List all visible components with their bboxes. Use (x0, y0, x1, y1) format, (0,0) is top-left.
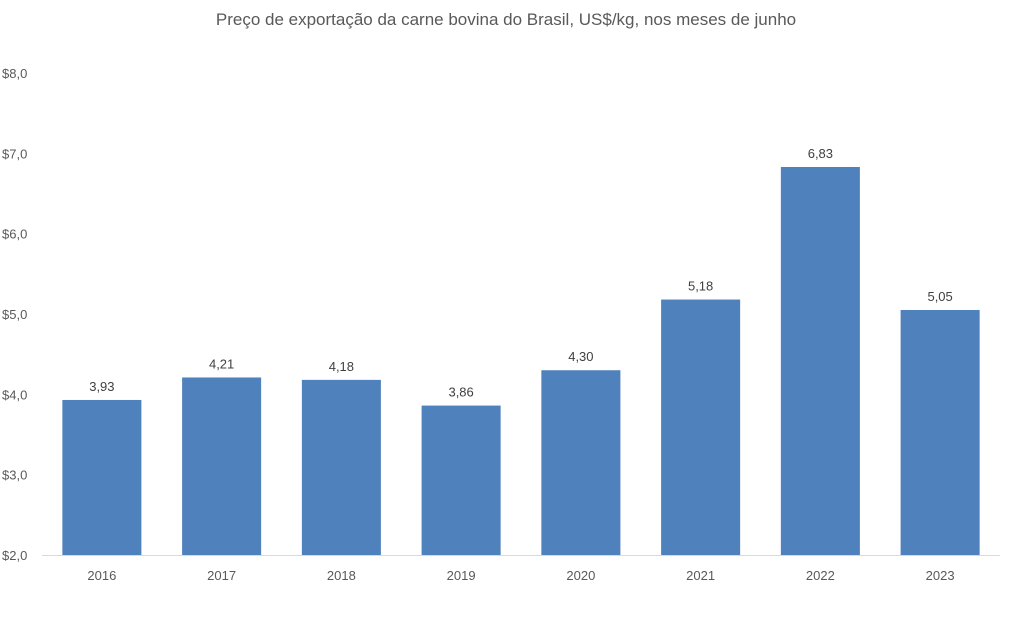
bar-2021 (661, 299, 741, 555)
x-tick-label-2016: 2016 (87, 568, 116, 583)
y-tick-label: $5,0 (2, 307, 27, 322)
data-label-2016: 3,93 (89, 379, 114, 394)
data-label-2019: 3,86 (448, 385, 473, 400)
bar-2016 (62, 399, 142, 555)
data-label-2018: 4,18 (329, 359, 354, 374)
bars (62, 166, 980, 556)
x-tick-label-2017: 2017 (207, 568, 236, 583)
bar-2020 (541, 370, 621, 555)
bar-2019 (421, 405, 501, 555)
data-label-2022: 6,83 (808, 146, 833, 161)
data-label-2020: 4,30 (568, 349, 593, 364)
y-tick-label: $3,0 (2, 468, 27, 483)
chart-title: Preço de exportação da carne bovina do B… (215, 10, 797, 29)
x-tick-label-2018: 2018 (327, 568, 356, 583)
data-label-2017: 4,21 (209, 356, 234, 371)
data-label-2021: 5,18 (688, 279, 713, 294)
bar-2017 (182, 377, 262, 555)
x-tick-label-2023: 2023 (926, 568, 955, 583)
x-tick-label-2022: 2022 (806, 568, 835, 583)
y-axis: $2,0 $3,0 $4,0 $5,0 $6,0 $7,0 $8,0 (2, 66, 27, 563)
y-tick-label: $7,0 (2, 146, 27, 161)
x-tick-label-2020: 2020 (566, 568, 595, 583)
x-tick-label-2019: 2019 (447, 568, 476, 583)
y-tick-label: $8,0 (2, 66, 27, 81)
data-label-2023: 5,05 (927, 289, 952, 304)
y-tick-label: $6,0 (2, 227, 27, 242)
y-tick-label: $2,0 (2, 548, 27, 563)
data-labels: 3,93 4,21 4,18 3,86 4,30 5,18 6,83 5,05 (89, 146, 953, 400)
x-axis: 2016 2017 2018 2019 2020 2021 2022 2023 (42, 555, 1000, 583)
y-tick-label: $4,0 (2, 387, 27, 402)
x-tick-label-2021: 2021 (686, 568, 715, 583)
bar-2023 (900, 309, 980, 555)
bar-2022 (780, 166, 860, 556)
bar-2018 (301, 379, 381, 555)
